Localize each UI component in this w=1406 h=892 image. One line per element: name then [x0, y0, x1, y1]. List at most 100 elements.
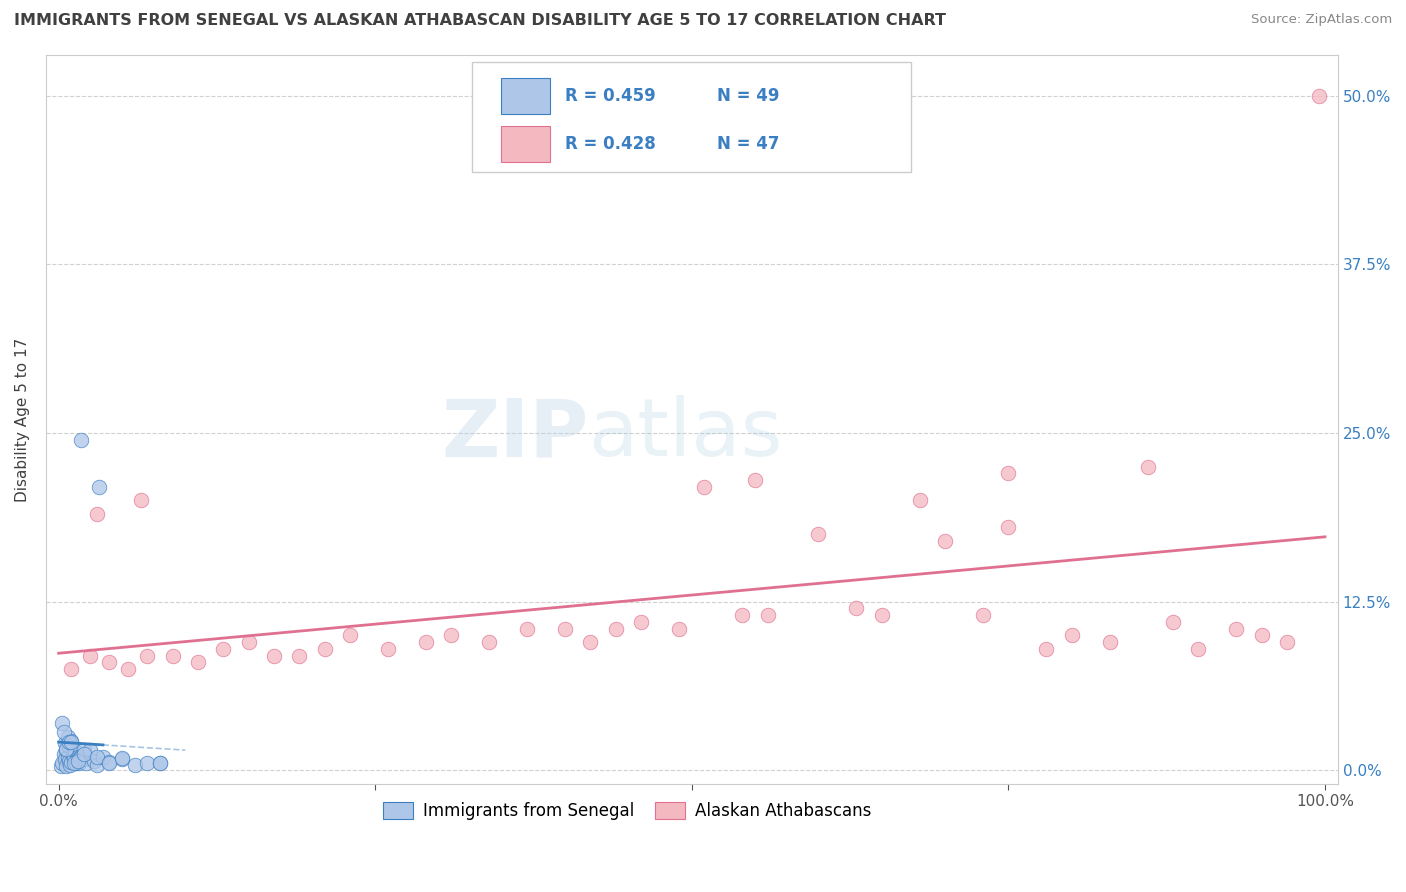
- Point: [478, 635, 501, 649]
- FancyBboxPatch shape: [501, 78, 550, 114]
- Point: [1250, 628, 1272, 642]
- Point: [79, 648, 101, 663]
- Point: [997, 520, 1019, 534]
- Point: [69, 749, 91, 764]
- Point: [1035, 641, 1057, 656]
- Point: [1161, 615, 1184, 629]
- Point: [65, 756, 87, 771]
- Text: ZIP: ZIP: [441, 395, 589, 473]
- Point: [136, 648, 159, 663]
- Point: [111, 751, 134, 765]
- Point: [605, 622, 627, 636]
- Point: [60, 662, 83, 676]
- Point: [58, 754, 80, 768]
- Point: [60, 733, 83, 747]
- Text: R = 0.428: R = 0.428: [565, 135, 657, 153]
- Point: [1098, 635, 1121, 649]
- Point: [62, 748, 84, 763]
- Point: [98, 756, 121, 771]
- Point: [668, 622, 690, 636]
- Point: [56, 730, 79, 744]
- Point: [51, 759, 73, 773]
- Point: [187, 655, 209, 669]
- Point: [149, 756, 172, 771]
- Point: [86, 507, 108, 521]
- Point: [731, 608, 754, 623]
- Point: [86, 749, 108, 764]
- Point: [51, 756, 73, 771]
- Point: [53, 736, 76, 750]
- Legend: Immigrants from Senegal, Alaskan Athabascans: Immigrants from Senegal, Alaskan Athabas…: [377, 795, 877, 826]
- Text: R = 0.459: R = 0.459: [565, 87, 657, 105]
- Point: [149, 756, 172, 771]
- Point: [314, 641, 336, 656]
- Point: [870, 608, 893, 623]
- Point: [744, 473, 766, 487]
- Point: [377, 641, 399, 656]
- Text: IMMIGRANTS FROM SENEGAL VS ALASKAN ATHABASCAN DISABILITY AGE 5 TO 17 CORRELATION: IMMIGRANTS FROM SENEGAL VS ALASKAN ATHAB…: [14, 13, 946, 29]
- Point: [162, 648, 184, 663]
- Point: [60, 735, 83, 749]
- Point: [63, 751, 86, 765]
- Point: [1187, 641, 1209, 656]
- Point: [52, 725, 75, 739]
- Point: [79, 743, 101, 757]
- Point: [1060, 628, 1083, 642]
- FancyBboxPatch shape: [501, 126, 550, 161]
- Point: [83, 754, 105, 768]
- Point: [997, 467, 1019, 481]
- Point: [73, 752, 96, 766]
- Point: [66, 749, 89, 764]
- Point: [1136, 459, 1159, 474]
- Point: [934, 533, 956, 548]
- Point: [1225, 622, 1247, 636]
- Point: [70, 433, 93, 447]
- Point: [339, 628, 361, 642]
- Point: [98, 755, 121, 769]
- Point: [554, 622, 576, 636]
- Point: [98, 655, 121, 669]
- Y-axis label: Disability Age 5 to 17: Disability Age 5 to 17: [15, 337, 30, 501]
- Point: [845, 601, 868, 615]
- Point: [66, 754, 89, 768]
- Point: [51, 716, 73, 731]
- Text: Source: ZipAtlas.com: Source: ZipAtlas.com: [1251, 13, 1392, 27]
- Point: [73, 743, 96, 757]
- Point: [972, 608, 994, 623]
- Point: [263, 648, 285, 663]
- Point: [60, 755, 83, 769]
- Point: [288, 648, 311, 663]
- Point: [440, 628, 463, 642]
- Point: [516, 622, 538, 636]
- FancyBboxPatch shape: [472, 62, 911, 172]
- Point: [1308, 88, 1330, 103]
- Point: [56, 749, 79, 764]
- Point: [415, 635, 437, 649]
- Point: [70, 749, 93, 764]
- Point: [86, 757, 108, 772]
- Point: [1275, 635, 1298, 649]
- Point: [52, 747, 75, 761]
- Point: [579, 635, 602, 649]
- Point: [76, 756, 98, 771]
- Text: N = 49: N = 49: [717, 87, 779, 105]
- Point: [89, 480, 111, 494]
- Point: [124, 757, 146, 772]
- Point: [212, 641, 235, 656]
- Point: [908, 493, 931, 508]
- Point: [73, 747, 96, 761]
- Point: [55, 759, 77, 773]
- Point: [58, 739, 80, 753]
- Point: [53, 752, 76, 766]
- Point: [91, 749, 114, 764]
- Point: [136, 756, 159, 771]
- Point: [66, 752, 89, 766]
- Point: [55, 741, 77, 756]
- Text: N = 47: N = 47: [717, 135, 779, 153]
- Point: [59, 757, 82, 772]
- Point: [129, 493, 152, 508]
- Text: atlas: atlas: [589, 395, 783, 473]
- Point: [111, 752, 134, 766]
- Point: [807, 527, 830, 541]
- Point: [58, 735, 80, 749]
